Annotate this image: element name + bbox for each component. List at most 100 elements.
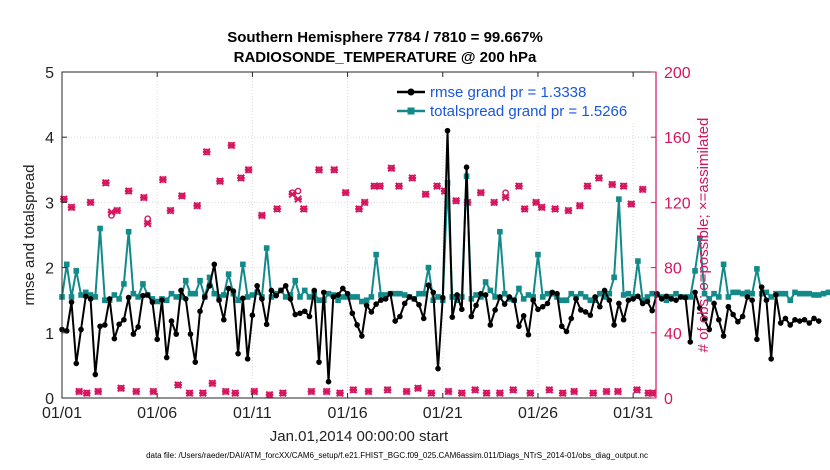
totalspread-point bbox=[325, 290, 332, 297]
rmse-point bbox=[587, 312, 594, 318]
rmse-point bbox=[159, 297, 165, 304]
totalspread-point bbox=[435, 294, 441, 300]
rmse-point bbox=[187, 331, 194, 337]
totalspread-point bbox=[425, 264, 432, 271]
rmse-point bbox=[82, 293, 89, 300]
rmse-point bbox=[92, 371, 99, 378]
totalspread-point bbox=[130, 290, 137, 297]
obs-assimilated-point bbox=[619, 182, 628, 191]
rmse-point bbox=[121, 316, 127, 323]
rmse-point bbox=[130, 331, 137, 337]
rmse-point bbox=[397, 313, 403, 320]
totalspread-point bbox=[163, 297, 170, 303]
totalspread-point bbox=[111, 292, 118, 298]
obs-assimilated-point bbox=[202, 147, 211, 156]
chart-subtitle: RADIOSONDE_TEMPERATURE @ 200 hPa bbox=[234, 49, 537, 66]
rmse-point bbox=[311, 287, 318, 294]
obs-assimilated-point bbox=[166, 206, 175, 215]
totalspread-point bbox=[530, 294, 537, 300]
totalspread-point bbox=[187, 290, 194, 297]
totalspread-point bbox=[92, 294, 99, 300]
obs-assimilated-point bbox=[594, 174, 603, 182]
totalspread-point bbox=[644, 294, 651, 300]
obs-assimilated-point bbox=[216, 177, 224, 186]
totalspread-point bbox=[815, 292, 822, 298]
rmse-point bbox=[815, 318, 822, 324]
obs-assimilated-point bbox=[387, 164, 396, 173]
rmse-point bbox=[335, 292, 341, 298]
totalspread-point bbox=[173, 294, 180, 300]
rmse-point bbox=[796, 318, 803, 324]
rmse-point bbox=[711, 300, 717, 307]
obs-assimilated-point bbox=[501, 193, 510, 202]
rmse-point bbox=[420, 315, 427, 322]
obs-assimilated-point bbox=[509, 385, 518, 394]
rmse-point bbox=[149, 299, 156, 305]
totalspread-point bbox=[478, 294, 484, 300]
rmse-point bbox=[582, 309, 589, 315]
obs-assimilated-point bbox=[433, 182, 441, 191]
obs-assimilated-point bbox=[178, 191, 186, 200]
y-tick-label-right: 200 bbox=[664, 65, 691, 82]
rmse-point bbox=[792, 316, 798, 323]
rmse-point bbox=[535, 306, 541, 313]
obs-assimilated-point bbox=[564, 206, 573, 215]
totalspread-point bbox=[497, 228, 503, 235]
totalspread-point bbox=[558, 297, 565, 303]
totalspread-point bbox=[135, 294, 141, 300]
totalspread-point bbox=[635, 258, 641, 264]
rmse-point bbox=[806, 320, 813, 326]
totalspread-point bbox=[796, 290, 803, 297]
obs-assimilated-point bbox=[457, 389, 466, 398]
totalspread-point bbox=[116, 296, 122, 302]
obs-assimilated-point bbox=[444, 387, 453, 396]
rmse-point bbox=[387, 290, 394, 297]
totalspread-point bbox=[316, 297, 322, 303]
rmse-point bbox=[516, 323, 522, 330]
rmse-point bbox=[554, 290, 560, 297]
rmse-point bbox=[411, 296, 418, 302]
rmse-point bbox=[354, 322, 360, 328]
totalspread-point bbox=[801, 290, 808, 297]
totalspread-point bbox=[539, 294, 546, 300]
rmse-point bbox=[268, 287, 275, 294]
rmse-point bbox=[221, 316, 227, 323]
rmse-point bbox=[716, 316, 722, 323]
totalspread-point bbox=[611, 274, 617, 281]
rmse-point bbox=[182, 296, 189, 302]
totalspread-point bbox=[597, 290, 603, 297]
rmse-point bbox=[777, 320, 784, 326]
obs-assimilated-point bbox=[614, 387, 622, 396]
totalspread-point bbox=[197, 277, 203, 284]
rmse-point bbox=[316, 359, 322, 365]
y-tick-label-left: 3 bbox=[45, 195, 54, 212]
rmse-point bbox=[725, 303, 732, 310]
totalspread-point bbox=[292, 277, 299, 284]
rmse-point bbox=[454, 292, 460, 298]
rmse-point bbox=[497, 294, 503, 300]
rmse-point bbox=[487, 322, 494, 328]
totalspread-point bbox=[240, 261, 246, 268]
rmse-point bbox=[102, 322, 108, 328]
totalspread-point bbox=[687, 294, 694, 300]
totalspread-point bbox=[249, 292, 256, 298]
rmse-point bbox=[592, 294, 598, 300]
y-tick-label-left: 4 bbox=[45, 130, 54, 147]
obs-assimilated-point bbox=[364, 387, 373, 396]
totalspread-point bbox=[97, 225, 103, 232]
obs-assimilated-point bbox=[278, 389, 287, 398]
totalspread-point bbox=[254, 289, 260, 296]
rmse-point bbox=[682, 294, 689, 301]
totalspread-point bbox=[744, 289, 751, 296]
rmse-point bbox=[635, 293, 641, 300]
totalspread-point bbox=[768, 294, 774, 300]
totalspread-point bbox=[359, 298, 365, 305]
x-tick-label: 01/01 bbox=[42, 405, 82, 422]
totalspread-point bbox=[244, 294, 251, 300]
obs-assimilated-point bbox=[124, 187, 133, 195]
totalspread-point bbox=[306, 294, 313, 300]
rmse-point bbox=[106, 296, 113, 302]
rmse-point bbox=[344, 290, 351, 297]
rmse-point bbox=[259, 296, 265, 302]
